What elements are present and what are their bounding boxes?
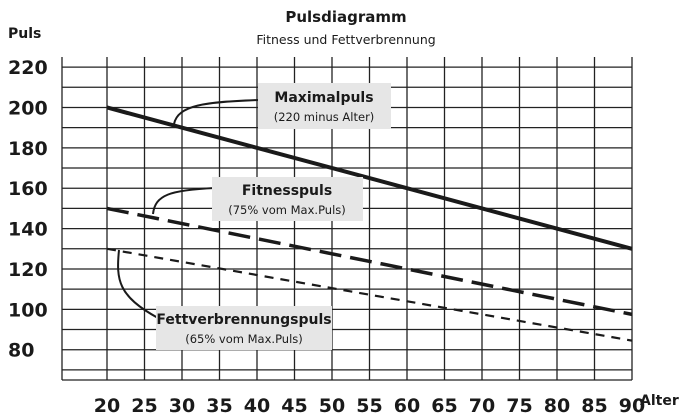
fitnesspuls-connector	[152, 187, 216, 215]
y-tick-label-140: 140	[8, 219, 48, 241]
x-tick-label-45: 45	[281, 395, 307, 417]
x-axis-label: Alter	[640, 393, 679, 409]
x-tick-label-70: 70	[469, 395, 495, 417]
x-tick-labels: 20 25 30 35 40 45 50 55 60 65 70 75 80 85 90	[94, 395, 645, 417]
maximalpuls-name: Maximalpuls	[274, 90, 373, 106]
y-tick-label-120: 120	[8, 259, 48, 281]
x-tick-label-25: 25	[131, 395, 157, 417]
y-axis-label: Puls	[8, 26, 41, 42]
fitnesspuls-name: Fitnesspuls	[242, 183, 332, 199]
y-tick-label-100: 100	[8, 299, 48, 321]
x-tick-label-30: 30	[169, 395, 195, 417]
x-tick-label-60: 60	[394, 395, 420, 417]
y-tick-label-200: 200	[8, 97, 48, 119]
fettverbrennungspuls-note: (65% vom Max.Puls)	[185, 332, 303, 346]
series-line-maximalpuls	[106, 105, 633, 251]
chart-subtitle: Fitness und Fettverbrennung	[256, 32, 435, 47]
series-lines	[106, 105, 633, 342]
fettverbrennungspuls-label: Fettverbrennungspuls (65% vom Max.Puls)	[117, 249, 332, 350]
fitnesspuls-label: Fitnesspuls (75% vom Max.Puls)	[152, 177, 363, 221]
x-tick-label-90: 90	[619, 395, 645, 417]
maximalpuls-connector	[173, 99, 259, 125]
x-tick-label-55: 55	[356, 395, 382, 417]
fitnesspuls-box	[212, 177, 363, 221]
series-line-fitnesspuls	[106, 206, 633, 317]
series-line-fettverbrennungspuls	[106, 247, 633, 342]
x-tick-label-85: 85	[581, 395, 607, 417]
fettverbrennungspuls-box	[156, 306, 332, 350]
x-tick-label-35: 35	[206, 395, 232, 417]
fitnesspuls-note: (75% vom Max.Puls)	[228, 203, 346, 217]
x-tick-label-75: 75	[506, 395, 532, 417]
maximalpuls-label: Maximalpuls (220 minus Alter)	[173, 83, 391, 129]
x-tick-label-65: 65	[431, 395, 457, 417]
y-tick-labels: 80 100 120 140 160 180 200 220	[8, 57, 48, 362]
x-tick-label-80: 80	[544, 395, 570, 417]
x-tick-label-50: 50	[319, 395, 345, 417]
y-tick-label-180: 180	[8, 138, 48, 160]
y-tick-label-80: 80	[8, 340, 34, 362]
maximalpuls-box	[258, 83, 391, 129]
chart-title: Pulsdiagramm	[285, 8, 406, 26]
y-tick-label-160: 160	[8, 178, 48, 200]
maximalpuls-note: (220 minus Alter)	[274, 110, 375, 124]
fettverbrennungspuls-name: Fettverbrennungspuls	[156, 312, 331, 328]
x-tick-label-40: 40	[244, 395, 270, 417]
fettverbrennungspuls-connector	[117, 249, 159, 319]
y-tick-label-220: 220	[8, 57, 48, 79]
x-tick-label-20: 20	[94, 395, 120, 417]
